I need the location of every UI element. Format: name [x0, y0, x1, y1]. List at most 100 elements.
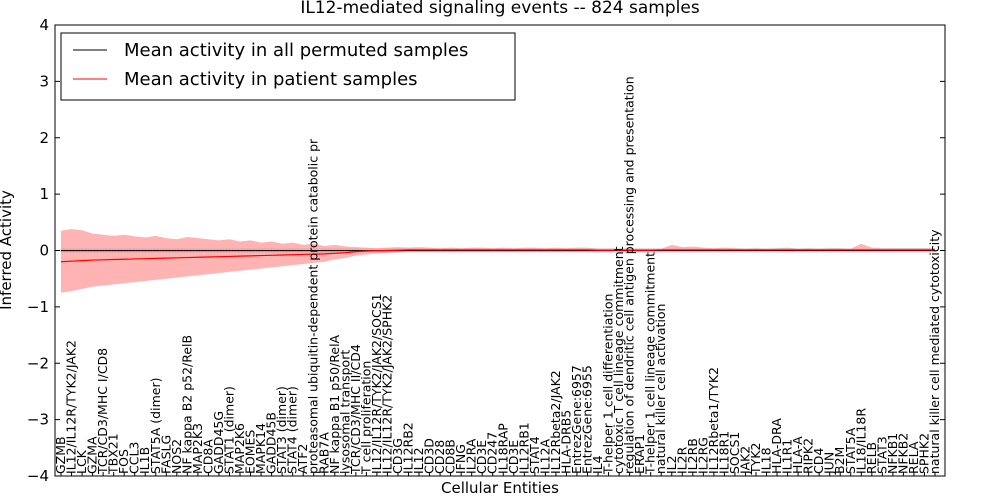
- x-category-label: IL18R1: [716, 431, 731, 474]
- y-tick-label: 4: [39, 16, 49, 34]
- x-category-label: CD247: [485, 432, 500, 474]
- x-category-label: ERAP1: [632, 434, 647, 474]
- x-category-label: IL1R1: [780, 439, 795, 474]
- x-category-label: FASLG: [158, 435, 173, 474]
- x-category-label: GZMB: [53, 436, 68, 474]
- x-category-label: SOCS1: [727, 432, 742, 474]
- x-category-label: IL12: [411, 447, 426, 474]
- y-tick-label: −4: [27, 467, 49, 485]
- y-tick-label: −2: [27, 354, 49, 372]
- x-category-label: natural killer cell activation: [653, 303, 668, 474]
- x-category-label: CD3E: [506, 440, 521, 474]
- x-category-label: T-helper 1 cell differentiation: [601, 294, 616, 475]
- x-category-label: T-helper 1 cell lineage commitment: [643, 252, 658, 475]
- x-category-label: EntrezGene:6955: [580, 365, 595, 474]
- x-category-label: RIPK2: [801, 438, 816, 474]
- x-category-label: RELA: [906, 441, 921, 474]
- x-category-label: IL12Rbeta2/JAK2: [548, 370, 563, 474]
- axis-ticks: −4 −3 −2 −1 0 1 2 3 4 GZMBIL12/IL12R/TYK2/JAK2LCK…: [27, 16, 945, 485]
- x-category-label: CD28: [432, 440, 447, 474]
- y-tick-label: −3: [27, 411, 49, 429]
- legend-box: [60, 32, 516, 101]
- x-category-label: RELB: [864, 442, 879, 474]
- x-category-label: IL2RG: [695, 437, 710, 474]
- x-category-label: TCR/CD3/MHC II/CD4: [348, 344, 363, 475]
- x-category-label: STAT3 (dimer): [274, 386, 289, 474]
- x-category-label: EntrezGene:6957: [569, 365, 584, 474]
- x-category-label: IL2RB: [685, 438, 700, 474]
- x-category-label: lysosomal transport: [337, 350, 352, 474]
- legend: Mean activity in all permuted samples Me…: [60, 32, 516, 101]
- x-category-label: IL18: [759, 447, 774, 474]
- x-category-label: cytotoxic T cell lineage commitment: [611, 246, 626, 474]
- x-category-label: HLA-DRA: [769, 418, 784, 474]
- x-category-label: regulation of dendritic cell antigen pro…: [622, 76, 637, 474]
- plot-area: [55, 229, 945, 293]
- x-category-label: NOS2: [169, 439, 184, 474]
- x-category-label: natural killer cell mediated cytotoxicit…: [927, 229, 942, 474]
- x-category-label: GADD45G: [211, 411, 226, 474]
- x-category-label: IL2: [664, 455, 679, 474]
- x-category-label: IL12/IL12R/TYK2/JAK2/SOCS1: [369, 293, 384, 474]
- x-category-label: STAT3: [874, 436, 889, 474]
- x-category-label: IL12A: [537, 438, 552, 474]
- x-category-label: STAT5A (dimer): [148, 378, 163, 474]
- legend-label-patient: Mean activity in patient samples: [124, 69, 418, 90]
- chart-title: IL12-mediated signaling events -- 824 sa…: [300, 0, 700, 18]
- x-category-label: proteasomal ubiquitin-dependent protein …: [306, 138, 321, 474]
- y-tick-label: 2: [39, 129, 49, 147]
- x-category-label: IL12Rbeta1/TYK2: [706, 367, 721, 474]
- x-category-label: TCR/CD3/MHC I/CD8: [95, 348, 110, 475]
- x-category-label: IL12RB2: [400, 422, 415, 474]
- x-category-label: FOS: [116, 449, 131, 474]
- x-category-label: IL2R: [674, 446, 689, 474]
- x-category-label: IL12RB1: [516, 422, 531, 474]
- x-axis-title: Cellular Entities: [441, 479, 559, 497]
- x-category-label: TBX21: [106, 433, 121, 475]
- x-category-label: CD8A: [200, 439, 215, 474]
- x-category-label: HLA-DRB5: [558, 410, 573, 474]
- x-category-label: STAT5A: [843, 427, 858, 474]
- x-category-label: IL12/IL12R/TYK2/JAK2: [64, 340, 79, 474]
- x-category-label: MAP2K3: [190, 423, 205, 474]
- x-category-label: STAT4: [527, 436, 542, 474]
- x-category-label: GZMA: [85, 436, 100, 474]
- y-axis-title: Inferred Activity: [0, 190, 15, 310]
- x-category-label: CD3D: [422, 438, 437, 474]
- legend-label-permuted: Mean activity in all permuted samples: [124, 40, 468, 61]
- x-category-label: MAP2K6: [232, 423, 247, 474]
- x-category-label: NF kappa B1 p50/RelA: [327, 334, 342, 474]
- patient-mean-line: [60, 249, 935, 263]
- x-category-label: RAB7A: [316, 432, 331, 474]
- x-category-label: MAPK14: [253, 423, 268, 474]
- x-category-label: NF kappa B2 p52/RelB: [179, 335, 194, 474]
- x-category-label: IFNG: [453, 444, 468, 474]
- y-tick-label: 0: [39, 242, 49, 260]
- x-category-label: STAT4 (dimer): [285, 386, 300, 474]
- x-category-label: IL18/IL18R: [853, 408, 868, 474]
- x-category-label: ATF2: [295, 444, 310, 474]
- x-category-label: CD8B: [443, 439, 458, 474]
- x-category-label: IL4: [590, 455, 605, 474]
- y-tick-label: −1: [27, 298, 49, 316]
- x-category-label: STAT1 (dimer): [221, 386, 236, 474]
- x-category-label: IL18RAP: [495, 423, 510, 474]
- x-category-label: IL2RA: [464, 438, 479, 474]
- patient-samples-band: [61, 229, 935, 293]
- x-category-label: CD3G: [390, 438, 405, 474]
- x-category-label: SPHK2: [916, 433, 931, 474]
- x-category-label: JAK2: [737, 446, 752, 475]
- x-category-label: GADD45B: [264, 412, 279, 474]
- x-category-label: CCL3: [127, 442, 142, 474]
- x-category-label: EOMES: [243, 430, 258, 474]
- x-category-label: JUN: [822, 452, 837, 475]
- x-category-label: T cell proliferation: [358, 361, 373, 475]
- x-category-label: IL1B: [137, 447, 152, 474]
- x-category-label: IL12/IL12R/TYK2/JAK2/SPHK2: [379, 295, 394, 474]
- y-tick-label: 1: [39, 185, 49, 203]
- x-category-label: NFKB2: [895, 433, 910, 474]
- x-category-label: B2M: [832, 447, 847, 474]
- x-category-label: LCK: [74, 449, 89, 474]
- x-category-label: HLA-A: [790, 436, 805, 474]
